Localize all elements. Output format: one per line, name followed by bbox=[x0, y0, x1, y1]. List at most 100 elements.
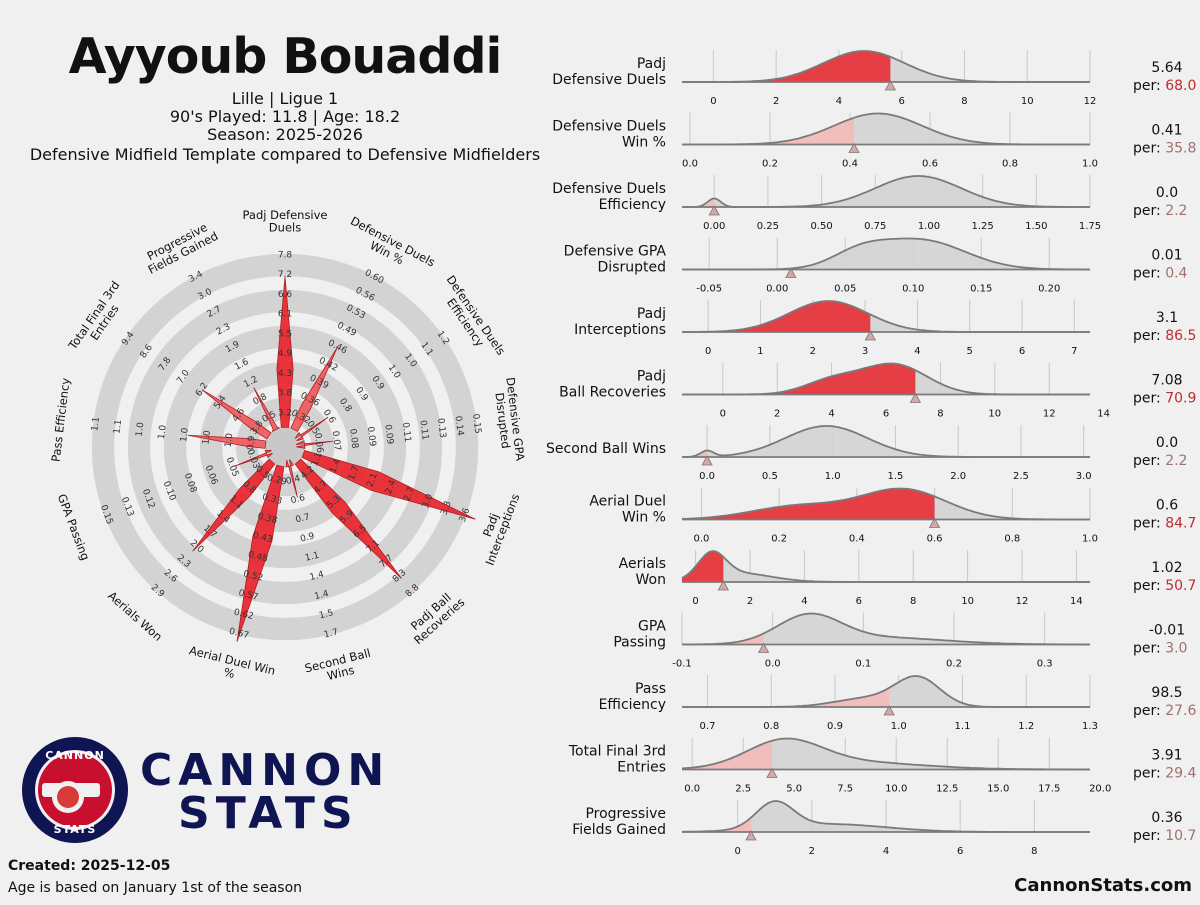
radar-tick-label: 1.7 bbox=[347, 465, 361, 482]
metric-value: 7.08 bbox=[1151, 373, 1182, 389]
percentile-text: per: 68.0 bbox=[1133, 78, 1196, 94]
x-tick-label: 1.5 bbox=[887, 471, 903, 482]
distribution-row: 0.0 0.2 0.4 0.6 0.8 1.0 Defensive Duels Win % 0.… bbox=[552, 112, 1196, 170]
x-tick-label: 1.50 bbox=[1025, 221, 1047, 232]
x-tick-label: 1.2 bbox=[1018, 721, 1034, 732]
radar-tick-label: 1.1 bbox=[90, 416, 102, 431]
percentile-text: per: 2.2 bbox=[1133, 203, 1187, 219]
radar-tick-label: 0.07 bbox=[330, 430, 342, 451]
radar-tick-label: 3.8 bbox=[278, 389, 293, 399]
x-tick-label: 1.0 bbox=[1082, 159, 1098, 170]
radar-slice bbox=[276, 276, 294, 428]
x-tick-label: 2 bbox=[810, 346, 816, 357]
x-tick-label: 12 bbox=[1084, 96, 1097, 107]
x-tick-label: 8 bbox=[910, 596, 916, 607]
radar-tick-label: 0.15 bbox=[470, 413, 482, 434]
x-tick-label: 0.0 bbox=[693, 534, 709, 545]
x-tick-label: 0 bbox=[692, 596, 698, 607]
percentile-value: 50.7 bbox=[1165, 578, 1196, 594]
x-tick-label: 2 bbox=[773, 96, 779, 107]
percentile-prefix: per: bbox=[1133, 391, 1165, 407]
x-tick-label: 0.5 bbox=[762, 471, 778, 482]
player-marker bbox=[864, 330, 876, 341]
radar-tick-label: 1.0 bbox=[179, 427, 191, 443]
x-tick-label: 0 bbox=[734, 846, 740, 857]
distribution-row: 0.0 2.5 5.0 7.5 10.0 12.5 15.0 17.5 20.0 Total Fi… bbox=[568, 737, 1196, 795]
percentile-area bbox=[682, 633, 764, 645]
radar-tick-label: 0.57 bbox=[237, 588, 259, 603]
radar-tick-label: 0.9 bbox=[299, 531, 316, 544]
radar-tick-label: 0.14 bbox=[453, 415, 465, 436]
site-url: CannonStats.com bbox=[1014, 875, 1192, 896]
x-tick-label: 0.15 bbox=[970, 284, 992, 295]
x-tick-label: 1.0 bbox=[1082, 534, 1098, 545]
x-tick-label: 1.75 bbox=[1079, 221, 1101, 232]
distribution-row: 0.0 0.5 1.0 1.5 2.0 2.5 3.0 Second Ball Wins 0.0… bbox=[546, 425, 1187, 482]
radar-tick-label: 3.3 bbox=[439, 500, 453, 517]
percentile-text: per: 50.7 bbox=[1133, 578, 1196, 594]
radar-axis-label-group: ProgressiveFields Gained bbox=[144, 220, 220, 277]
density-area bbox=[682, 801, 1090, 832]
percentile-area bbox=[682, 551, 724, 582]
x-tick-label: 6 bbox=[957, 846, 963, 857]
percentile-prefix: per: bbox=[1133, 703, 1165, 719]
x-tick-label: 1.3 bbox=[1082, 721, 1098, 732]
radar-tick-label: 2.7 bbox=[402, 486, 416, 503]
x-tick-label: 2 bbox=[809, 846, 815, 857]
player-marker bbox=[928, 517, 941, 528]
x-tick-label: 17.5 bbox=[1038, 784, 1060, 795]
player-marker bbox=[848, 142, 860, 153]
metric-value: 5.64 bbox=[1151, 60, 1182, 76]
metric-label: Defensive Duels Win % bbox=[552, 119, 666, 151]
radar-tick-label: 1.7 bbox=[323, 627, 339, 640]
percentile-text: per: 29.4 bbox=[1133, 766, 1196, 782]
metric-label: Padj Defensive Duels bbox=[552, 56, 666, 88]
x-tick-label: 4 bbox=[801, 596, 807, 607]
x-tick-label: 12.5 bbox=[936, 784, 958, 795]
radar-tick-label: 7.8 bbox=[278, 250, 293, 260]
x-tick-label: 5 bbox=[967, 346, 973, 357]
logo-cannon-hub bbox=[57, 786, 79, 808]
percentile-prefix: per: bbox=[1133, 828, 1165, 844]
logo-bottom-text: STATS bbox=[54, 823, 97, 836]
x-tick-label: 0 bbox=[710, 96, 716, 107]
x-tick-label: 0 bbox=[705, 346, 711, 357]
radar-slice bbox=[294, 417, 329, 442]
radar-tick-label: 0.11 bbox=[400, 422, 412, 443]
radar-tick-label: 7.2 bbox=[278, 270, 292, 280]
x-tick-label: 0.2 bbox=[762, 159, 778, 170]
metric-label: Defensive Duels Efficiency bbox=[552, 181, 666, 213]
x-tick-label: 1.1 bbox=[955, 721, 971, 732]
x-tick-label: 0.00 bbox=[766, 284, 788, 295]
player-name: Ayyoub Bouaddi bbox=[68, 28, 503, 85]
player-marker bbox=[757, 642, 770, 653]
metric-value: 0.36 bbox=[1151, 810, 1182, 826]
season: Season: 2025-2026 bbox=[207, 125, 363, 144]
percentile-value: 2.2 bbox=[1165, 203, 1187, 219]
density-area bbox=[682, 613, 1090, 645]
radar-tick-label: 0.09 bbox=[365, 426, 377, 447]
radar-tick-label: 4.9 bbox=[278, 349, 293, 359]
x-tick-label: 7 bbox=[1071, 346, 1077, 357]
x-tick-label: 5.0 bbox=[786, 784, 802, 795]
percentile-value: 0.4 bbox=[1165, 266, 1187, 282]
x-tick-label: 2.5 bbox=[1013, 471, 1029, 482]
percentile-area bbox=[682, 740, 772, 770]
metric-label: Padj Ball Recoveries bbox=[559, 369, 666, 401]
radar-axis-label-group: Aerial Duel Win% bbox=[188, 643, 277, 681]
player-marker bbox=[909, 392, 922, 403]
x-tick-label: 0.2 bbox=[946, 659, 962, 670]
x-tick-label: -0.05 bbox=[696, 284, 722, 295]
player-marker bbox=[785, 267, 797, 278]
percentile-area bbox=[682, 198, 715, 207]
radar-tick-label: 0.06 bbox=[312, 432, 324, 453]
x-tick-label: 0.6 bbox=[927, 534, 943, 545]
percentile-value: 27.6 bbox=[1165, 703, 1196, 719]
x-tick-label: 4 bbox=[836, 96, 842, 107]
radar-tick-label: 1.4 bbox=[329, 458, 344, 475]
radar-tick-label: 0.33 bbox=[261, 492, 283, 507]
x-tick-label: 10 bbox=[988, 409, 1001, 420]
x-tick-label: 0.7 bbox=[700, 721, 716, 732]
x-tick-label: 0 bbox=[720, 409, 726, 420]
x-tick-label: 20.0 bbox=[1089, 784, 1111, 795]
